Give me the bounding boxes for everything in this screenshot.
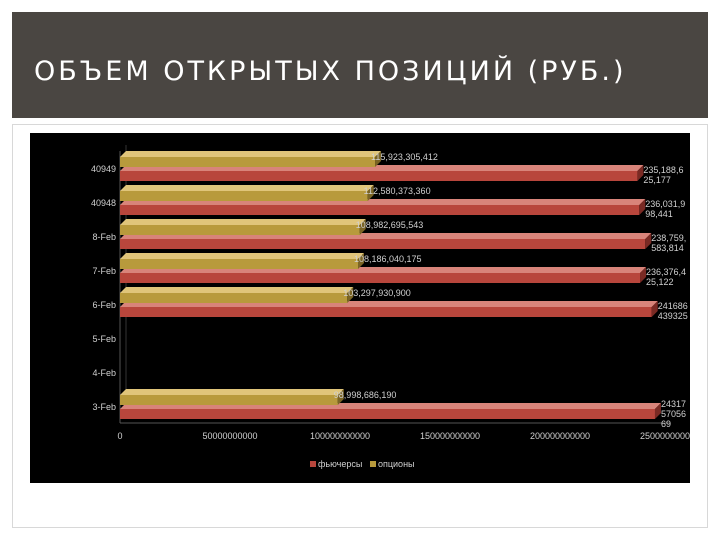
bar-end-options: [347, 287, 354, 303]
category-label: 3-Feb: [92, 402, 116, 412]
bar-end-futures: [640, 267, 647, 283]
bar-futures: [120, 409, 655, 419]
bar-options: [120, 293, 348, 303]
legend-swatch-options: [370, 461, 376, 467]
data-label-options: 103,297,930,900: [343, 288, 411, 298]
x-tick-label: 0: [117, 431, 122, 441]
bar-end-futures: [637, 165, 644, 181]
legend-label: опционы: [378, 459, 415, 469]
bar-end-options: [375, 151, 382, 167]
data-label-futures: 238,759, 583,814: [651, 233, 686, 253]
bar-end-futures: [651, 301, 658, 317]
x-tick-label: 250000000000: [640, 431, 690, 441]
category-label: 4-Feb: [92, 368, 116, 378]
chart-svg: 24317 57056 69 98,998,686,190 3-Feb 4-Feb 5-Fe…: [91, 145, 690, 469]
bar-options: [120, 259, 359, 269]
category-label: 6-Feb: [92, 300, 116, 310]
x-tick-label: 100000000000: [310, 431, 370, 441]
category-label: 40948: [91, 198, 116, 208]
category-label: 5-Feb: [92, 334, 116, 344]
bar-options: [120, 395, 338, 405]
bar-end-options: [367, 185, 374, 201]
data-label-options: 112,580,373,360: [364, 186, 431, 196]
content-frame: [12, 124, 708, 528]
data-label-futures: 236,376,4 25,122: [646, 267, 686, 287]
bar-futures: [120, 171, 638, 181]
bar-futures: [120, 239, 646, 249]
category-label: 8-Feb: [92, 232, 116, 242]
bar-futures: [120, 205, 640, 215]
bar-chart: 24317 57056 69 98,998,686,190 3-Feb 4-Feb 5-Fe…: [30, 133, 690, 483]
bar-top-options: [120, 151, 382, 157]
legend-label: фьючерсы: [318, 459, 362, 469]
bar-end-futures: [639, 199, 646, 215]
bar-options: [120, 225, 360, 235]
slide-title: ОБЪЕМ ОТКРЫТЫХ ПОЗИЦИЙ (РУБ.): [34, 56, 627, 87]
data-label-options: 98,998,686,190: [334, 390, 397, 400]
bar-end-options: [337, 389, 344, 405]
bar-top-options: [120, 389, 344, 395]
data-label-options: 108,982,695,543: [356, 220, 424, 230]
data-label-options: 115,923,305,412: [371, 152, 438, 162]
legend-swatch-futures: [310, 461, 316, 467]
data-label-futures: 235,188,6 25,177: [643, 165, 683, 185]
data-label-futures: 236,031,9 98,441: [645, 199, 685, 219]
bar-options: [120, 157, 376, 167]
title-banner: [12, 12, 708, 118]
bar-end-options: [359, 219, 366, 235]
category-label: 40949: [91, 164, 116, 174]
bar-end-futures: [645, 233, 652, 249]
bar-top-options: [120, 287, 354, 293]
x-tick-label: 50000000000: [202, 431, 257, 441]
data-label-options: 108,186,040,175: [354, 254, 422, 264]
category-label: 7-Feb: [92, 266, 116, 276]
bar-futures: [120, 273, 641, 283]
bar-futures: [120, 307, 652, 317]
bar-options: [120, 191, 368, 201]
bar-top-options: [120, 219, 366, 225]
data-label-futures: 24317 57056 69: [661, 399, 686, 429]
bar-top-options: [120, 185, 374, 191]
bar-end-options: [358, 253, 365, 269]
x-tick-label: 150000000000: [420, 431, 480, 441]
bar-top-options: [120, 253, 365, 259]
x-tick-label: 200000000000: [530, 431, 590, 441]
bar-end-futures: [654, 403, 661, 419]
data-label-futures: 241686 439325: [658, 301, 688, 321]
